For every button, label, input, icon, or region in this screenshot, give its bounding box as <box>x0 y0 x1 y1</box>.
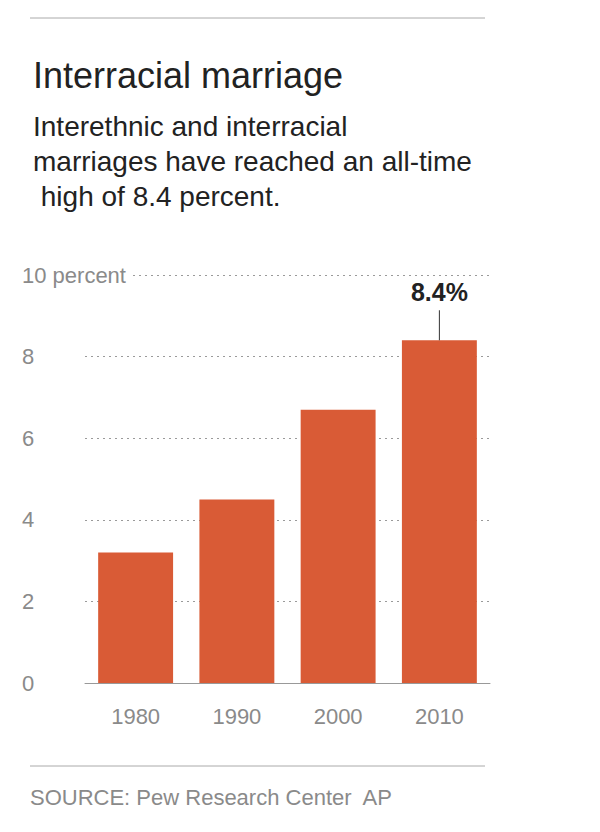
svg-text:2010: 2010 <box>415 704 464 729</box>
svg-text:Interracial marriage: Interracial marriage <box>33 55 343 96</box>
svg-text:2: 2 <box>22 589 34 614</box>
svg-text:6: 6 <box>22 426 34 451</box>
svg-text:marriages have reached an all-: marriages have reached an all-time <box>33 146 472 177</box>
svg-text:2000: 2000 <box>314 704 363 729</box>
svg-text:SOURCE: Pew Research Center A: SOURCE: Pew Research Center AP <box>30 785 392 810</box>
svg-text:8: 8 <box>22 344 34 369</box>
svg-text:0: 0 <box>22 671 34 696</box>
svg-text:1990: 1990 <box>212 704 261 729</box>
svg-text:high of 8.4 percent.: high of 8.4 percent. <box>33 181 281 212</box>
svg-text:8.4%: 8.4% <box>411 278 468 306</box>
svg-text:1980: 1980 <box>111 704 160 729</box>
svg-text:4: 4 <box>22 507 34 532</box>
svg-text:Interethnic and interracial: Interethnic and interracial <box>33 111 355 142</box>
svg-text:10 percent: 10 percent <box>22 263 126 288</box>
